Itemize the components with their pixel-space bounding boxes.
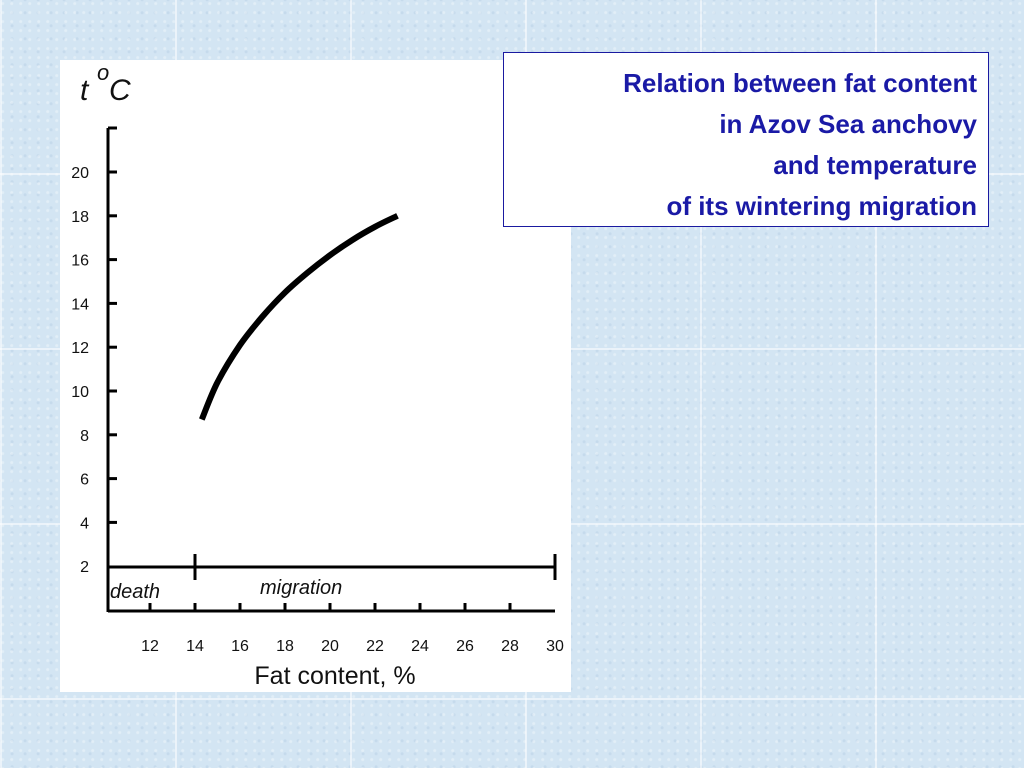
y-axis-title-unit: C bbox=[109, 74, 131, 107]
title-line-2: in Azov Sea anchovy bbox=[719, 109, 977, 139]
y-axis-title-t: t bbox=[80, 74, 90, 107]
y-tick-label: 18 bbox=[71, 209, 89, 226]
x-tick-label: 24 bbox=[411, 638, 429, 655]
chart-title-box: Relation between fat content in Azov Sea… bbox=[503, 52, 989, 227]
y-tick-label: 12 bbox=[71, 340, 89, 357]
y-tick-label: 2 bbox=[80, 559, 89, 576]
x-tick-label: 12 bbox=[141, 638, 159, 655]
x-axis-title: Fat content, % bbox=[254, 662, 415, 690]
y-tick-label: 16 bbox=[71, 253, 89, 270]
y-tick-label: 6 bbox=[80, 472, 89, 489]
y-tick-label: 14 bbox=[71, 296, 89, 313]
x-tick-label: 26 bbox=[456, 638, 474, 655]
band-label-migration: migration bbox=[260, 577, 342, 599]
x-tick-label: 20 bbox=[321, 638, 339, 655]
title-line-1: Relation between fat content bbox=[623, 68, 977, 98]
fat-temperature-curve bbox=[199, 213, 399, 421]
x-ticks: 12 14 16 18 20 22 24 26 28 30 bbox=[141, 603, 564, 655]
y-tick-label: 10 bbox=[71, 384, 89, 401]
y-tick-label: 4 bbox=[80, 515, 89, 532]
fat-temperature-chart: t o C Fat content, % death migration 246… bbox=[71, 60, 564, 690]
x-tick-label: 16 bbox=[231, 638, 249, 655]
x-tick-label: 18 bbox=[276, 638, 294, 655]
x-tick-label: 30 bbox=[546, 638, 564, 655]
y-ticks: 2 4 6 8 10 12 14 16 18 20 bbox=[71, 165, 117, 576]
x-tick-label: 22 bbox=[366, 638, 384, 655]
y-axis-title-degree: o bbox=[97, 60, 109, 85]
y-tick-label: 20 bbox=[71, 165, 89, 182]
y-tick-label: 8 bbox=[80, 428, 89, 445]
band-label-death: death bbox=[110, 581, 160, 603]
x-tick-label: 14 bbox=[186, 638, 204, 655]
x-tick-label: 28 bbox=[501, 638, 519, 655]
title-line-3: and temperature bbox=[773, 150, 977, 180]
title-line-4: of its wintering migration bbox=[666, 191, 977, 221]
